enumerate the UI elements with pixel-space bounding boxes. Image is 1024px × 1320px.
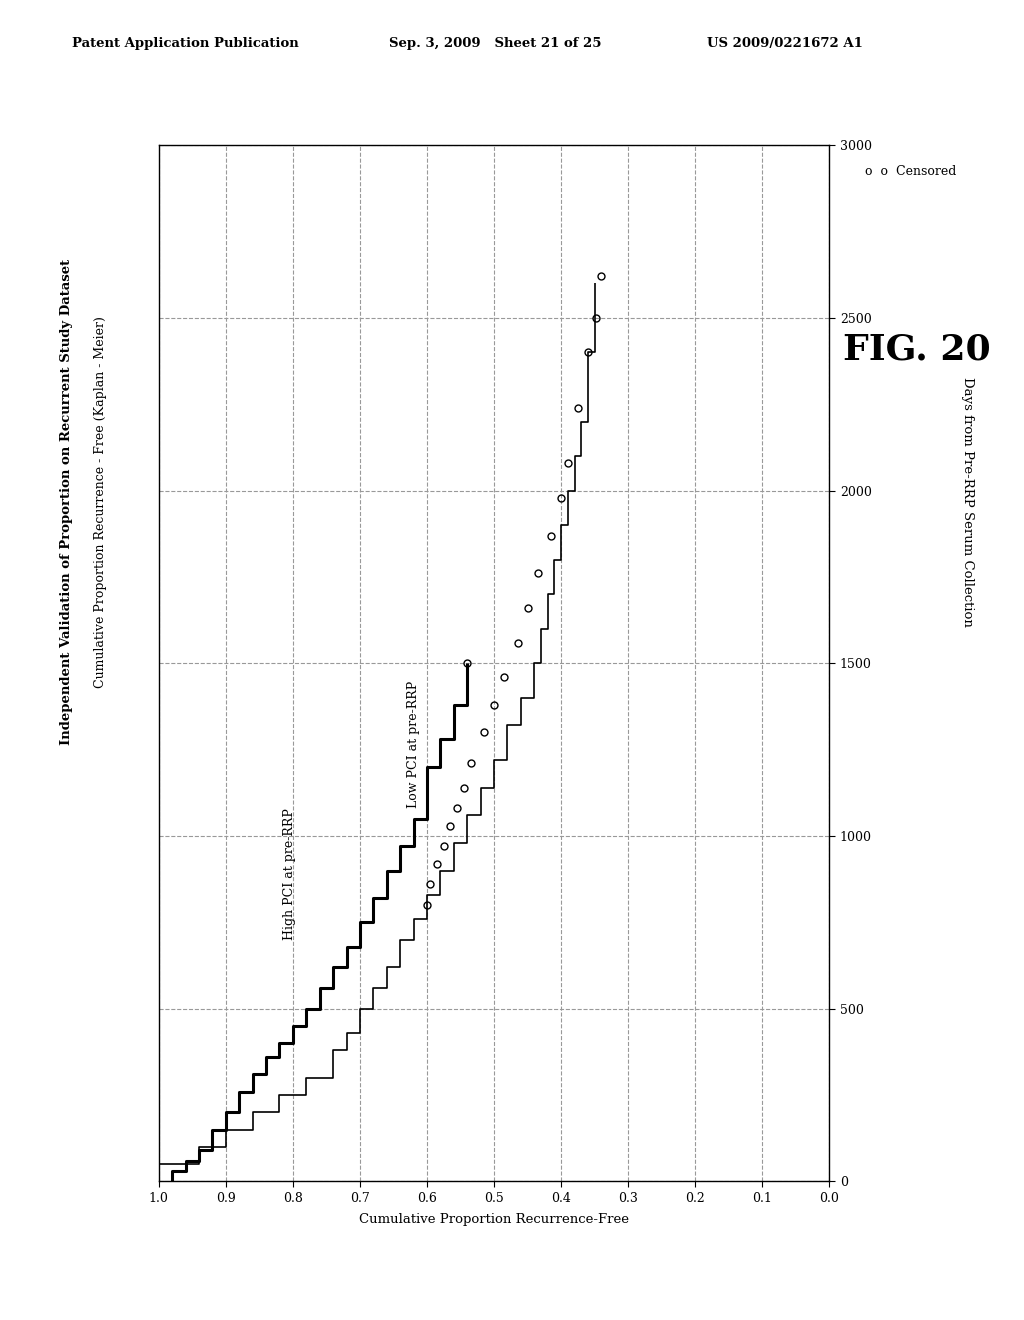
Text: Cumulative Proportion Recurrence - Free (Kaplan - Meier): Cumulative Proportion Recurrence - Free … <box>94 315 106 688</box>
Text: Independent Validation of Proportion on Recurrent Study Dataset: Independent Validation of Proportion on … <box>60 259 73 744</box>
Text: o  o  Censored: o o Censored <box>865 165 956 178</box>
Text: Days from Pre-RRP Serum Collection: Days from Pre-RRP Serum Collection <box>962 376 974 627</box>
Text: FIG. 20: FIG. 20 <box>843 333 990 367</box>
Text: High PCI at pre-RRP: High PCI at pre-RRP <box>284 808 296 940</box>
Text: US 2009/0221672 A1: US 2009/0221672 A1 <box>707 37 862 50</box>
Text: Patent Application Publication: Patent Application Publication <box>72 37 298 50</box>
X-axis label: Cumulative Proportion Recurrence-Free: Cumulative Proportion Recurrence-Free <box>359 1213 629 1226</box>
Text: Sep. 3, 2009   Sheet 21 of 25: Sep. 3, 2009 Sheet 21 of 25 <box>389 37 602 50</box>
Text: Low PCI at pre-RRP: Low PCI at pre-RRP <box>408 681 420 808</box>
